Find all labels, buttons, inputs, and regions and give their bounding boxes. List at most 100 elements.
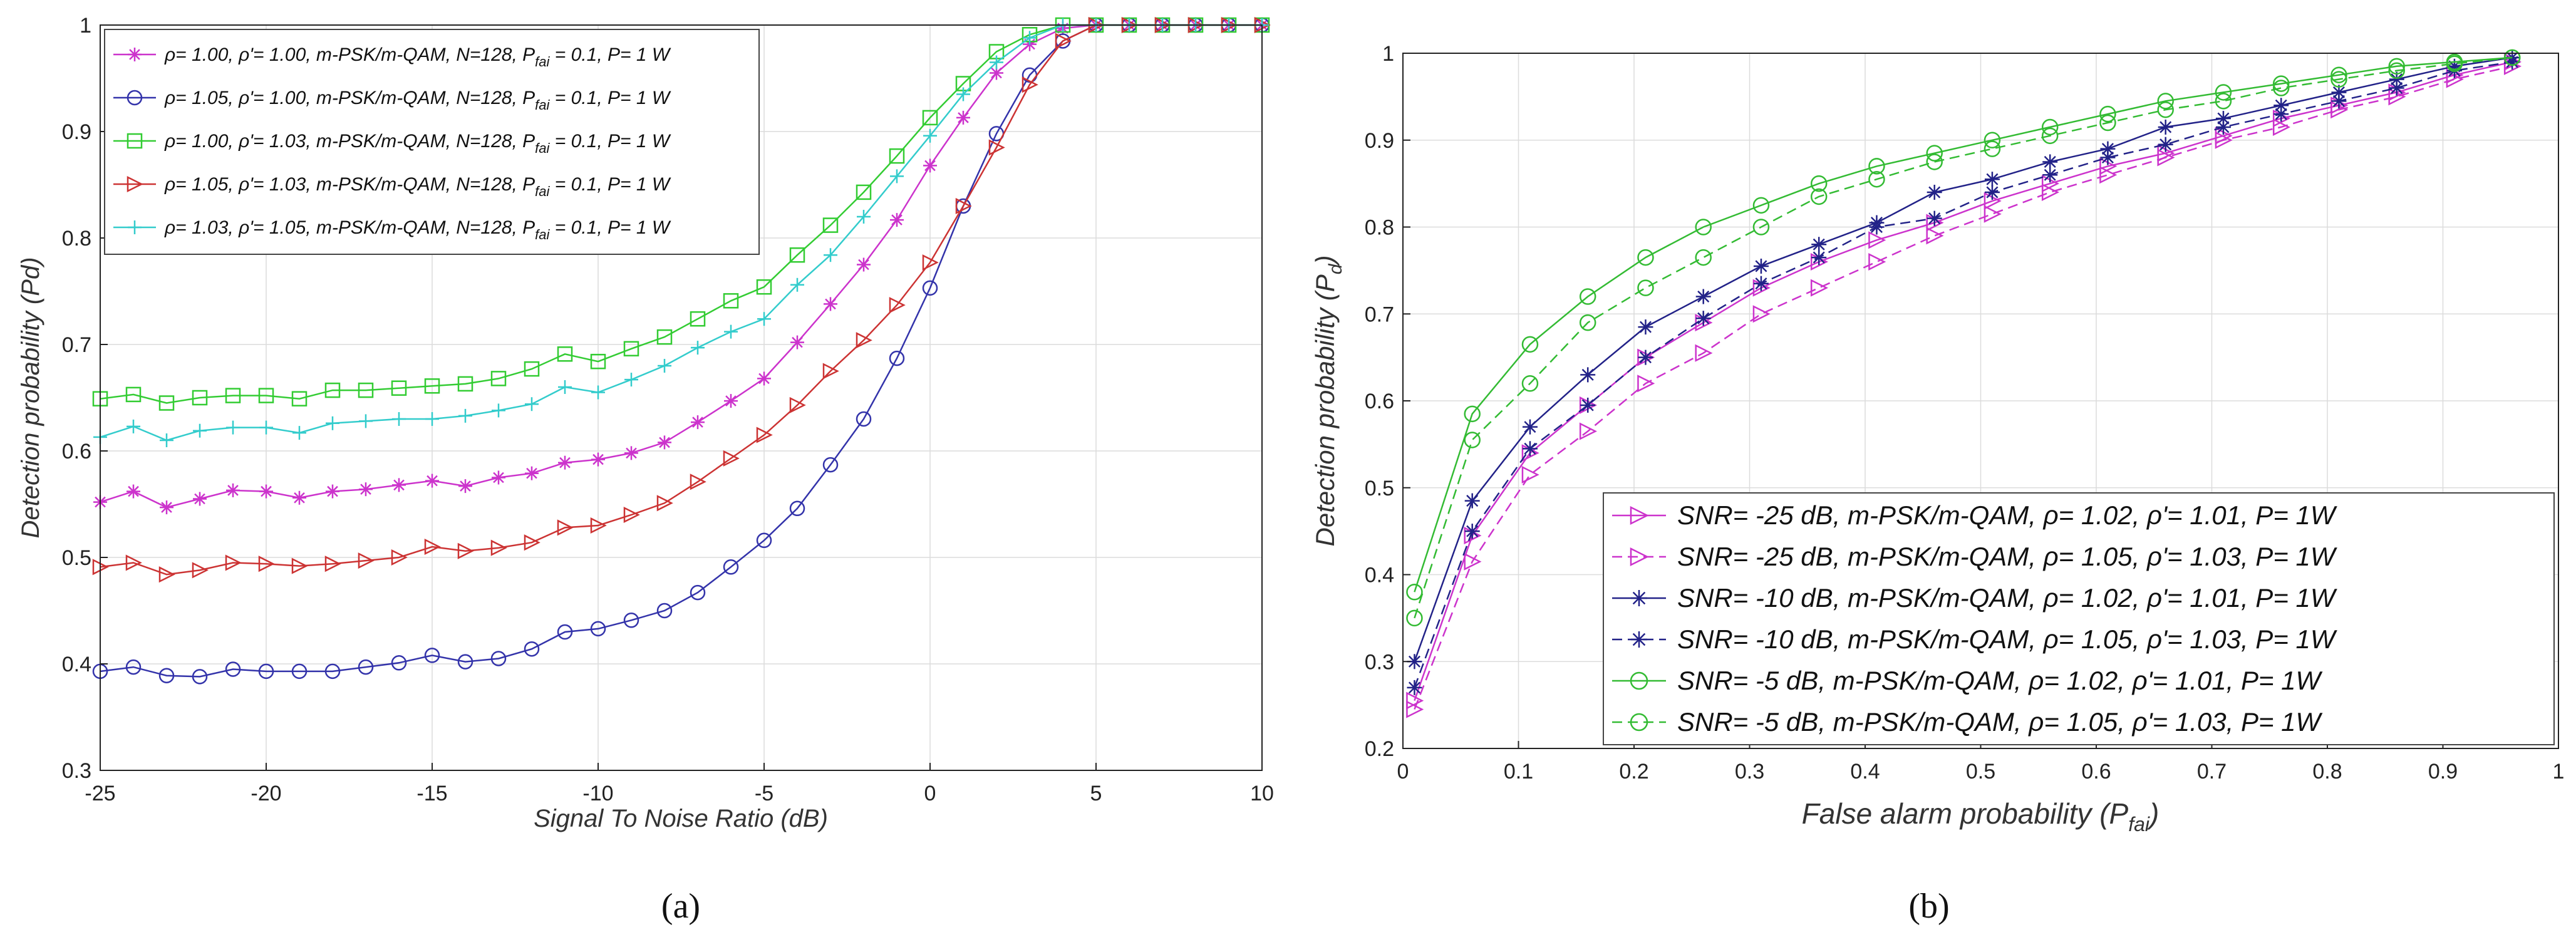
legend-marker [127,133,143,149]
data-point [856,332,872,349]
data-point [2158,137,2173,152]
legend-box [104,29,760,255]
data-point [956,87,970,101]
data-point [1811,237,1827,252]
y-tick-label: 0.7 [62,333,91,357]
data-point [2215,131,2233,149]
data-point [127,419,140,433]
legend-entry: SNR= -25 dB, m-PSK/m-QAM, ρ= 1.05, ρ'= 1… [1612,542,2337,571]
legend-marker [127,175,143,193]
y-tick-label: 0.3 [1365,650,1394,674]
x-tick-label: -5 [755,782,773,805]
legend-marker [128,48,142,61]
legend-marker [1631,631,1647,648]
data-point [557,519,574,536]
series-3 [1407,49,2520,670]
data-point [889,297,906,314]
data-point [658,359,671,373]
data-point [125,659,142,675]
data-point [724,394,738,408]
legend-label: ρ= 1.00, ρ'= 1.00, m-PSK/m-QAM, N=128, P… [164,44,671,70]
data-point [359,482,373,497]
data-point [259,484,273,499]
data-point [2388,58,2405,75]
data-point [1868,231,1886,249]
data-point [988,139,1005,156]
data-point [1637,249,1654,266]
data-point [1868,252,1886,271]
data-point [757,312,771,326]
data-point [1579,288,1596,305]
data-point [458,479,472,494]
x-tick-label: 0 [1397,760,1409,784]
data-point [490,651,507,666]
data-point [2215,93,2232,110]
legend-label: ρ= 1.03, ρ'= 1.05, m-PSK/m-QAM, N=128, P… [164,217,671,242]
data-point [691,341,705,355]
legend-label: ρ= 1.05, ρ'= 1.03, m-PSK/m-QAM, N=128, P… [164,174,671,199]
data-point [1406,691,1424,710]
data-point [1638,319,1653,335]
data-point [889,148,905,164]
legend-entry: SNR= -5 dB, m-PSK/m-QAM, ρ= 1.05, ρ'= 1.… [1612,707,2323,737]
xlabel-a: Signal To Noise Ratio (dB) [534,805,828,832]
legend-label: SNR= -25 dB, m-PSK/m-QAM, ρ= 1.02, ρ'= 1… [1677,500,2337,530]
data-point [1926,145,1943,162]
data-point [1868,170,1885,188]
data-point [824,297,837,311]
data-point [1464,493,1480,509]
data-point [1522,419,1538,435]
data-point [890,169,904,184]
data-point [723,450,740,467]
data-point [656,603,673,619]
data-point [857,257,871,272]
series-4 [1407,54,2520,695]
data-point [193,423,207,438]
legend-entry: SNR= -10 dB, m-PSK/m-QAM, ρ= 1.05, ρ'= 1… [1612,624,2337,654]
data-point [1695,219,1712,235]
data-point [424,538,441,556]
data-point [890,213,904,227]
panel-a: -25 -20 -15 -10 -5 0 5 10 0.3 0.4 0.5 0.6 0.7 0.8 0.9 1… [17,14,1274,926]
legend-label: ρ= 1.00, ρ'= 1.03, m-PSK/m-QAM, N=128, P… [164,131,671,156]
data-point [990,55,1003,70]
data-point [2042,154,2058,170]
data-point [1521,375,1539,392]
y-tick-label: 0.5 [62,546,91,570]
data-point [225,388,241,403]
data-point [392,412,406,426]
data-point [1752,219,1770,235]
data-point [1023,31,1037,45]
legend-entry: SNR= -25 dB, m-PSK/m-QAM, ρ= 1.02, ρ'= 1… [1612,500,2337,530]
data-point [258,388,274,403]
x-tick-label: 0.6 [2081,760,2111,784]
y-tick-label: 0.2 [1365,737,1394,761]
data-point [392,478,406,492]
data-point [359,414,373,428]
data-point [2272,80,2290,96]
data-point [1580,397,1596,413]
caption-a: (a) [661,887,700,926]
data-point [1521,336,1539,353]
data-point [623,613,639,628]
series-line [1414,65,2513,710]
data-point [1984,140,2001,157]
data-point [923,158,937,173]
data-point [125,386,142,403]
data-point [1522,441,1538,457]
data-point [160,433,173,447]
data-point [1927,210,1942,226]
data-point [1869,219,1885,235]
data-point [324,663,341,680]
y-tick-label: 1 [1382,42,1394,66]
data-point [391,549,408,566]
x-tick-label: 0.1 [1504,760,1533,784]
data-point [2157,93,2174,110]
data-point [922,280,938,296]
data-point [856,411,872,427]
data-point [1637,375,1655,393]
data-point [1752,305,1771,323]
y-tick-label: 0.6 [1365,390,1394,413]
data-point [1984,132,2001,148]
series-line [1414,56,2513,619]
